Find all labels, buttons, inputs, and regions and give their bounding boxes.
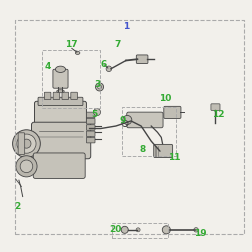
Circle shape (162, 226, 170, 234)
FancyBboxPatch shape (33, 153, 85, 178)
FancyBboxPatch shape (127, 112, 163, 128)
Text: 8: 8 (139, 145, 145, 154)
Ellipse shape (57, 90, 64, 93)
Text: 7: 7 (114, 40, 120, 49)
Circle shape (20, 160, 33, 173)
FancyBboxPatch shape (38, 97, 83, 106)
Text: 4: 4 (45, 62, 51, 71)
Text: 11: 11 (168, 153, 180, 162)
FancyBboxPatch shape (53, 69, 68, 88)
Text: 6: 6 (100, 60, 106, 69)
FancyBboxPatch shape (53, 92, 60, 100)
Circle shape (106, 66, 112, 72)
Ellipse shape (55, 66, 66, 73)
Circle shape (93, 109, 101, 116)
Text: 3: 3 (94, 80, 100, 89)
FancyBboxPatch shape (86, 137, 95, 143)
Circle shape (121, 226, 128, 233)
Circle shape (194, 228, 198, 232)
FancyBboxPatch shape (62, 92, 69, 100)
Circle shape (136, 228, 140, 232)
Text: 12: 12 (212, 110, 224, 119)
Ellipse shape (75, 51, 80, 54)
FancyBboxPatch shape (35, 101, 86, 128)
Text: 5: 5 (91, 110, 98, 119)
FancyBboxPatch shape (32, 122, 91, 159)
Circle shape (96, 83, 104, 91)
FancyBboxPatch shape (86, 131, 95, 137)
FancyBboxPatch shape (86, 112, 95, 118)
FancyBboxPatch shape (18, 133, 25, 154)
FancyBboxPatch shape (211, 104, 220, 110)
Text: 20: 20 (110, 225, 122, 234)
Circle shape (123, 115, 132, 124)
Circle shape (13, 130, 40, 158)
FancyBboxPatch shape (86, 125, 95, 130)
Text: 2: 2 (14, 202, 20, 211)
Text: 10: 10 (159, 94, 171, 103)
FancyBboxPatch shape (71, 92, 77, 100)
Circle shape (98, 85, 102, 89)
FancyBboxPatch shape (164, 106, 181, 118)
Text: 9: 9 (120, 116, 126, 125)
FancyBboxPatch shape (154, 144, 173, 158)
Circle shape (16, 156, 37, 177)
Circle shape (17, 134, 36, 153)
Circle shape (22, 139, 31, 148)
FancyBboxPatch shape (86, 118, 95, 124)
FancyBboxPatch shape (44, 92, 51, 100)
Text: 1: 1 (123, 22, 129, 31)
FancyBboxPatch shape (136, 55, 148, 64)
Text: 17: 17 (66, 40, 78, 49)
Text: 19: 19 (194, 229, 207, 238)
